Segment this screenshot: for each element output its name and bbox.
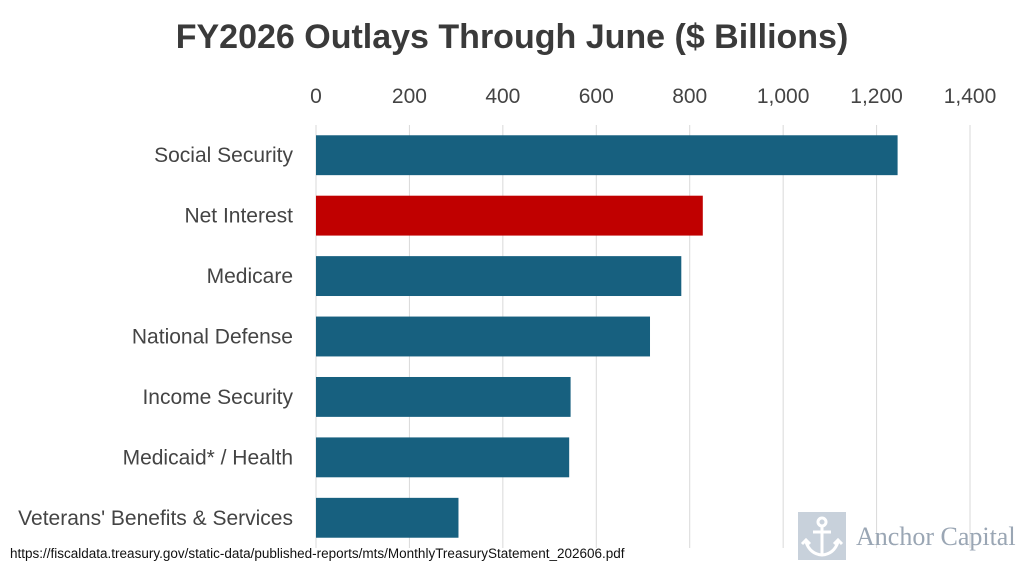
x-tick-label: 400 <box>485 85 520 108</box>
category-label: Medicare <box>207 265 293 288</box>
bar <box>316 497 459 538</box>
company-logo: Anchor Capital <box>796 510 1016 562</box>
bar <box>316 437 570 478</box>
source-url: https://fiscaldata.treasury.gov/static-d… <box>10 546 625 561</box>
bar <box>316 195 703 236</box>
category-label: Veterans' Benefits & Services <box>18 507 293 530</box>
x-tick-label: 1,000 <box>757 85 810 108</box>
logo-text: Anchor Capital <box>856 522 1016 551</box>
x-tick-label: 1,200 <box>850 85 903 108</box>
x-tick-label: 0 <box>310 85 322 108</box>
x-tick-label: 200 <box>392 85 427 108</box>
category-label: National Defense <box>132 326 293 349</box>
category-label: Medicaid* / Health <box>123 446 293 469</box>
x-tick-label: 1,400 <box>944 85 997 108</box>
bar <box>316 376 571 417</box>
category-labels: Social Security Net Interest Medicare Natio… <box>18 144 293 530</box>
category-label: Net Interest <box>184 205 293 228</box>
x-tick-label: 800 <box>672 85 707 108</box>
anchor-icon <box>798 512 846 560</box>
x-tick-label: 600 <box>579 85 614 108</box>
bar <box>316 316 651 357</box>
bar <box>316 256 682 297</box>
category-label: Income Security <box>142 386 293 409</box>
chart-title: FY2026 Outlays Through June ($ Billions) <box>175 18 849 56</box>
bars <box>316 135 898 538</box>
category-label: Social Security <box>154 144 293 167</box>
bar <box>316 135 898 176</box>
x-axis-tick-labels: 0 200 400 600 800 1,000 1,200 1,400 <box>310 85 996 108</box>
